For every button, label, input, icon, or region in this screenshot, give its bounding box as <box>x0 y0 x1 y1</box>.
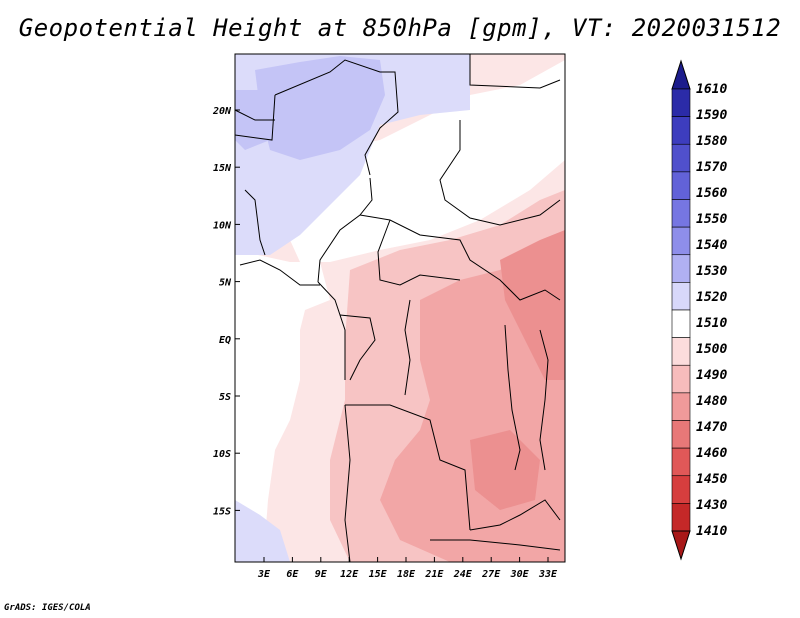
colorbar-swatch <box>671 171 691 200</box>
longitude-axis: 3E 6E 9E 12E 15E 18E 21E 24E 27E 30E 33E <box>257 557 558 580</box>
colorbar-label: 1570 <box>696 160 727 175</box>
lat-label: 20N <box>212 106 232 117</box>
lon-label: 24E <box>453 569 473 580</box>
map-frame <box>234 53 566 563</box>
colorbar-swatch <box>671 392 691 421</box>
colorbar-swatch <box>671 420 691 449</box>
colorbar-label: 1480 <box>696 394 727 409</box>
colorbar-swatch <box>671 116 691 145</box>
field-1510-north <box>290 60 565 262</box>
colorbar-swatch <box>671 254 691 283</box>
colorbar-label: 1470 <box>696 420 727 435</box>
lon-label: 9E <box>315 569 328 580</box>
footer-credit: GrADS: IGES/COLA <box>4 603 91 613</box>
colorbar-label: 1450 <box>696 472 727 487</box>
lat-label: 15S <box>213 506 231 517</box>
colorbar-label: 1510 <box>696 316 727 331</box>
colorbar-label: 1610 <box>696 82 727 97</box>
country-borders <box>234 54 561 563</box>
latitude-axis: 20N 15N 10N 5N EQ 5S 10S 15S <box>212 106 240 517</box>
colorbar-swatch <box>671 503 691 532</box>
colorbar-top-arrow <box>671 59 691 90</box>
field-1510-ocean <box>235 250 330 545</box>
field-1470-b <box>470 430 540 510</box>
colorbar-swatch <box>671 364 691 394</box>
lon-label: 3E <box>257 569 271 580</box>
field-1470 <box>500 230 565 380</box>
colorbar-label: 1590 <box>696 108 727 123</box>
lon-label: 6E <box>286 569 299 580</box>
colorbar-swatch <box>671 447 691 477</box>
colorbar-swatch <box>671 337 691 366</box>
colorbar-swatch <box>671 143 691 173</box>
field-1520-sw <box>235 500 290 562</box>
colorbar-label: 1580 <box>696 134 727 149</box>
lon-label: 21E <box>424 569 444 580</box>
lon-label: 12E <box>340 569 359 580</box>
lat-label: 5S <box>219 392 231 403</box>
colorbar-label: 1520 <box>696 290 727 305</box>
lat-label: EQ <box>219 335 231 346</box>
lat-label: 10S <box>213 449 231 460</box>
colorbar-swatch <box>671 199 691 228</box>
colorbar-label: 1560 <box>696 186 727 201</box>
colorbar-swatch <box>671 88 691 117</box>
chart-title: Geopotential Height at 850hPa [gpm], VT:… <box>18 14 782 42</box>
colorbar-swatch <box>671 282 691 311</box>
colorbar: 1610 1590 1580 1570 1560 1550 1540 1530 1520 1510… <box>671 59 727 561</box>
lon-label: 27E <box>481 569 501 580</box>
lon-label: 30E <box>510 569 530 580</box>
colorbar-label: 1540 <box>696 238 727 253</box>
lon-label: 18E <box>397 569 416 580</box>
lon-label: 15E <box>369 569 388 580</box>
field-1530 <box>255 56 385 160</box>
lat-label: 15N <box>213 163 232 174</box>
colorbar-label: 1410 <box>696 524 727 539</box>
colorbar-swatch <box>671 226 691 256</box>
lat-label: 10N <box>213 220 232 231</box>
field-1530-b <box>235 90 270 150</box>
colorbar-label: 1530 <box>696 264 727 279</box>
lat-label: 5N <box>219 278 232 289</box>
colorbar-swatch <box>671 475 691 504</box>
colorbar-swatch <box>671 309 691 338</box>
colorbar-label: 1550 <box>696 212 727 227</box>
lon-label: 33E <box>538 569 558 580</box>
colorbar-label: 1490 <box>696 368 727 383</box>
colorbar-label: 1500 <box>696 342 727 357</box>
map-panel: 20N 15N 10N 5N EQ 5S 10S 15S 3E 6E 9E 12E 15E 18E 21E… <box>212 53 566 580</box>
colorbar-bottom-arrow <box>671 530 691 561</box>
colorbar-label: 1460 <box>696 446 727 461</box>
colorbar-label: 1430 <box>696 498 727 513</box>
